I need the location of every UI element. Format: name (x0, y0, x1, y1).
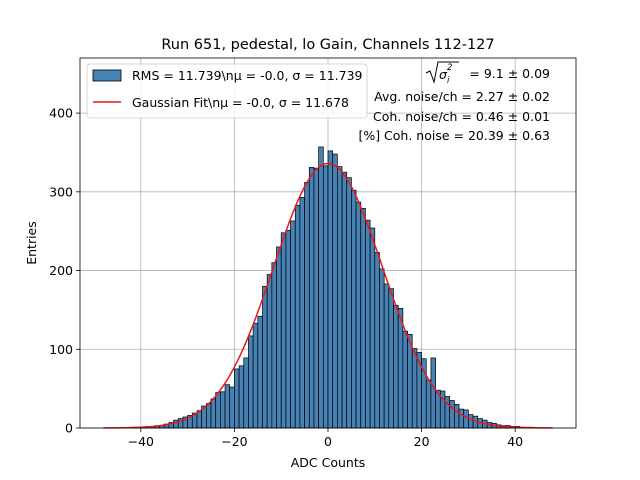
histogram-bar (337, 166, 343, 429)
histogram-bar (346, 177, 352, 429)
coh-noise-text: Coh. noise/ch = 0.46 ± 0.01 (373, 109, 550, 124)
chart-title: Run 651, pedestal, lo Gain, Channels 112… (161, 37, 494, 53)
histogram-bar (205, 403, 212, 429)
histogram-bar (318, 146, 324, 429)
sqrt-sigma-symbol: σ 2 i (425, 61, 459, 86)
x-tick-label: −20 (221, 434, 247, 449)
histogram-bar (449, 400, 455, 429)
legend-histogram-label: RMS = 11.739\nμ = -0.0, σ = 11.739 (132, 68, 363, 83)
y-tick-label: 400 (49, 106, 73, 121)
histogram-bar (374, 252, 380, 429)
histogram-bar (285, 230, 291, 429)
pct-coh-noise-text: [%] Coh. noise = 20.39 ± 0.63 (358, 128, 550, 143)
histogram-bar (332, 153, 338, 429)
histogram-bar (393, 304, 399, 429)
histogram-bar (407, 333, 413, 429)
sigma-sq-sum-text: = 9.1 ± 0.09 (469, 66, 550, 81)
histogram-bar (234, 368, 240, 429)
legend-box (86, 63, 368, 119)
svg-text:2: 2 (447, 63, 452, 73)
histogram-bar (262, 285, 268, 429)
histogram-bar (210, 398, 217, 429)
histogram-bar (351, 189, 357, 429)
histogram-bar (257, 315, 263, 429)
y-tick-label: 200 (49, 263, 73, 278)
x-tick-label: 20 (414, 434, 430, 449)
svg-text:σ: σ (439, 67, 448, 82)
histogram-bar (379, 268, 385, 429)
histogram-bar (229, 386, 235, 429)
histogram-bar (425, 379, 432, 429)
histogram-bar (453, 404, 460, 429)
legend: RMS = 11.739\nμ = -0.0, σ = 11.739 Gauss… (86, 63, 368, 119)
histogram-bar (468, 414, 474, 429)
histogram-bar (402, 330, 408, 429)
histogram-bar (304, 182, 310, 429)
x-tick-label: 0 (324, 434, 332, 449)
histogram-bar (327, 150, 334, 429)
histogram-bar (322, 165, 329, 429)
y-axis-label: Entries (24, 221, 39, 265)
histogram-bar (383, 283, 390, 429)
histogram-bar (463, 409, 469, 429)
y-tick-label: 0 (65, 421, 73, 436)
histogram-bar (252, 322, 259, 429)
gaussian-fit-line (103, 162, 553, 429)
histogram-bar (308, 167, 315, 429)
y-tick-label: 300 (49, 184, 73, 199)
histogram-bar (355, 201, 362, 429)
histogram-bar (215, 392, 221, 429)
histogram-bar (299, 196, 305, 429)
histogram-bar (458, 408, 465, 429)
histogram-bar (388, 288, 394, 429)
histogram-bar (238, 365, 245, 429)
histogram-bar (224, 384, 231, 429)
legend-histogram-swatch (92, 69, 122, 82)
histogram-bar (411, 348, 418, 429)
histogram-bar (271, 262, 277, 429)
histogram-bar (248, 335, 254, 429)
histogram-bar (365, 219, 371, 429)
x-tick-label: 40 (507, 434, 523, 449)
legend-fit-label: Gaussian Fit\nμ = -0.0, σ = 11.678 (132, 95, 349, 110)
avg-noise-text: Avg. noise/ch = 2.27 ± 0.02 (374, 89, 550, 104)
x-tick-label: −40 (128, 434, 154, 449)
x-axis-label: ADC Counts (291, 455, 366, 470)
histogram-bar (290, 220, 296, 429)
histogram-bar (280, 232, 287, 429)
histogram-bar (430, 357, 436, 429)
histogram-bar (313, 167, 319, 429)
histogram-bar (266, 274, 273, 429)
histogram-bar (294, 204, 301, 429)
histogram-bar (220, 391, 226, 429)
histogram-bar (243, 357, 249, 429)
histogram-bar (369, 227, 376, 429)
y-axis-ticks: 0 100 200 300 400 (49, 106, 80, 436)
histogram-bar (360, 208, 366, 429)
histogram-bar (276, 246, 282, 429)
x-axis-ticks: −40 −20 0 20 40 (128, 428, 523, 449)
y-tick-label: 100 (49, 342, 73, 357)
histogram-bar (341, 171, 348, 429)
histogram-bar (397, 307, 404, 429)
svg-text:i: i (447, 76, 450, 86)
stats-annotation: σ 2 i = 9.1 ± 0.09 Avg. noise/ch = 2.27 … (358, 61, 550, 143)
